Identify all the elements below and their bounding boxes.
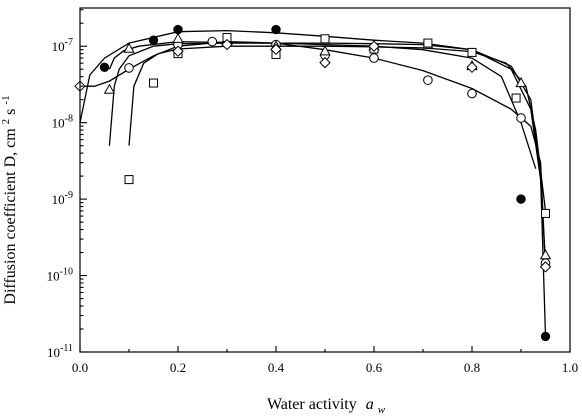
data-point-open-square [124,175,134,185]
data-point-filled-circle [516,194,526,204]
data-point-open-diamond [466,61,478,74]
y-tick-exponent: -10 [60,267,73,278]
x-axis-subscript: w [378,404,386,416]
fitted-curves [79,29,547,337]
y-tick-base: 10 [52,192,65,207]
y-tick-exponent: -9 [65,190,73,201]
data-point-filled-circle [540,331,551,342]
x-axis-title: Water activity a w [267,396,386,416]
y-tick-exponent: -7 [65,37,73,48]
data-point-open-square [541,208,550,218]
data-point-filled-circle [148,35,159,45]
data-point-open-triangle [103,83,116,94]
data-point-open-circle [423,75,433,85]
y-tick-exponent: -8 [65,114,73,125]
data-point-open-square [149,78,158,88]
y-tick-label: 10-8 [52,114,73,131]
data-point-open-circle [207,36,218,47]
data-points [74,24,552,342]
fitted-curve-2 [80,40,547,270]
x-tick-label: 1.0 [562,360,578,375]
data-point-open-diamond [172,45,184,57]
y-tick-label: 10-10 [47,267,73,284]
data-point-open-triangle [123,42,135,53]
x-tick-label: 0.6 [366,360,383,375]
data-point-open-triangle [319,45,331,56]
data-point-filled-circle [271,24,281,35]
data-point-open-square [467,47,477,57]
data-point-open-circle [124,63,134,73]
y-axis-unit-exponent-2: -1 [0,95,12,104]
data-point-open-square [423,38,433,48]
data-point-open-diamond [221,38,233,51]
y-axis-title-text: Diffusion coefficient D, cm [2,128,19,305]
x-axis-ticks: 0.0 0.2 0.4 0.6 0.8 1.0 [72,346,578,375]
x-tick-label: 0.2 [170,360,186,375]
y-tick-base: 10 [52,39,65,54]
y-tick-label: 10-7 [52,37,73,54]
data-point-open-circle [369,53,379,63]
data-point-open-triangle [515,77,527,88]
x-axis-title-text: Water activity [267,396,357,413]
y-tick-base: 10 [52,116,65,131]
y-tick-base: 10 [47,345,60,360]
x-tick-label: 0.8 [464,360,480,375]
data-point-open-circle [516,113,526,123]
data-point-open-diamond [319,56,331,69]
data-point-open-circle [467,88,477,99]
fitted-curve-1 [79,29,547,337]
y-tick-exponent: -11 [60,343,73,354]
x-axis-symbol: a [366,396,374,413]
data-point-filled-circle [173,24,183,35]
data-point-open-diamond [270,43,282,56]
fitted-curve-5 [128,45,547,212]
data-point-filled-circle [99,62,110,72]
data-point-open-square [511,93,521,103]
data-point-open-triangle [539,249,552,260]
data-point-open-square [320,34,330,44]
data-point-open-triangle [172,32,184,43]
data-point-open-diamond [368,40,380,52]
y-tick-label: 10-9 [52,190,73,207]
fitted-curve-4 [108,42,547,263]
data-point-open-diamond [539,261,552,273]
y-tick-label: 10-11 [47,343,73,360]
y-tick-base: 10 [47,269,60,284]
y-axis-unit-exponent-1: 2 [0,119,12,125]
x-tick-label: 0.4 [268,360,285,375]
y-axis-unit-mid: s [2,109,19,115]
x-tick-label: 0.0 [72,360,88,375]
y-axis-title: Diffusion coefficient D, cm 2 s -1 [0,95,19,304]
